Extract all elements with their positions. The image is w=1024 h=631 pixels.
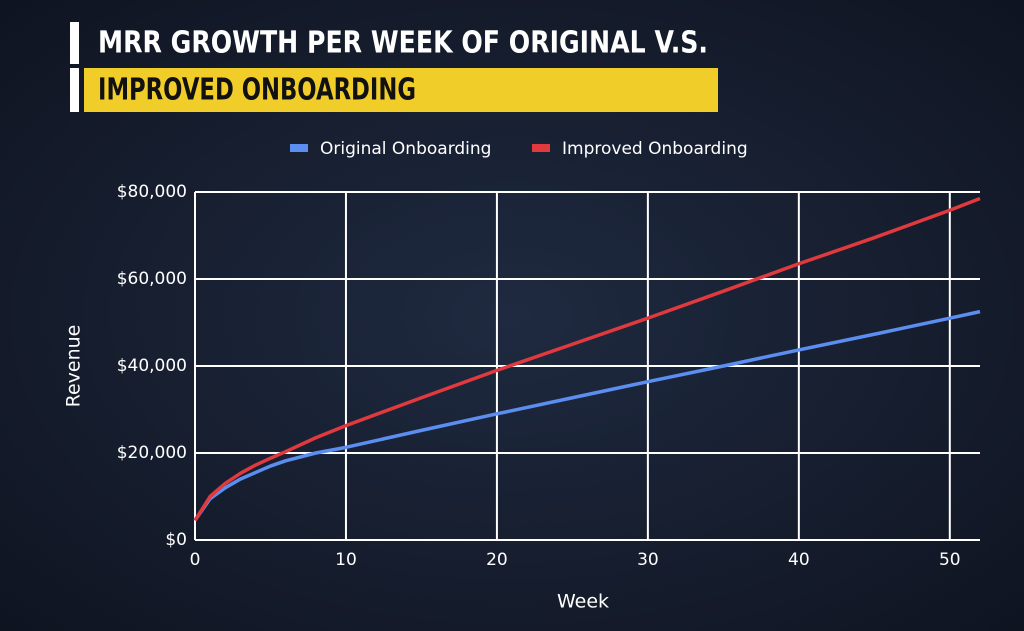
y-tick-label: $0	[165, 530, 187, 550]
legend-swatch	[290, 144, 308, 152]
y-axis-label: Revenue	[63, 325, 85, 408]
x-tick-label: 30	[637, 550, 659, 570]
title-accent	[70, 68, 79, 112]
title-accent	[70, 22, 79, 64]
x-tick-label: 10	[335, 550, 357, 570]
y-tick-label: $80,000	[117, 182, 187, 202]
x-tick-label: 0	[190, 550, 201, 570]
title-highlight	[84, 68, 718, 112]
legend-label: Improved Onboarding	[562, 139, 748, 159]
x-axis-label: Week	[557, 591, 609, 613]
y-tick-label: $60,000	[117, 269, 187, 289]
series-line	[193, 196, 981, 522]
x-tick-label: 20	[486, 550, 508, 570]
x-tick-label: 50	[939, 550, 961, 570]
chart-title: IMPROVED ONBOARDING	[98, 73, 416, 108]
y-tick-label: $40,000	[117, 356, 187, 376]
legend-label: Original Onboarding	[320, 139, 491, 159]
x-tick-label: 40	[788, 550, 810, 570]
chart-title: MRR GROWTH PER WEEK OF ORIGINAL V.S.	[98, 26, 708, 61]
y-tick-label: $20,000	[117, 443, 187, 463]
legend-swatch	[532, 144, 550, 152]
series-line	[193, 309, 981, 522]
